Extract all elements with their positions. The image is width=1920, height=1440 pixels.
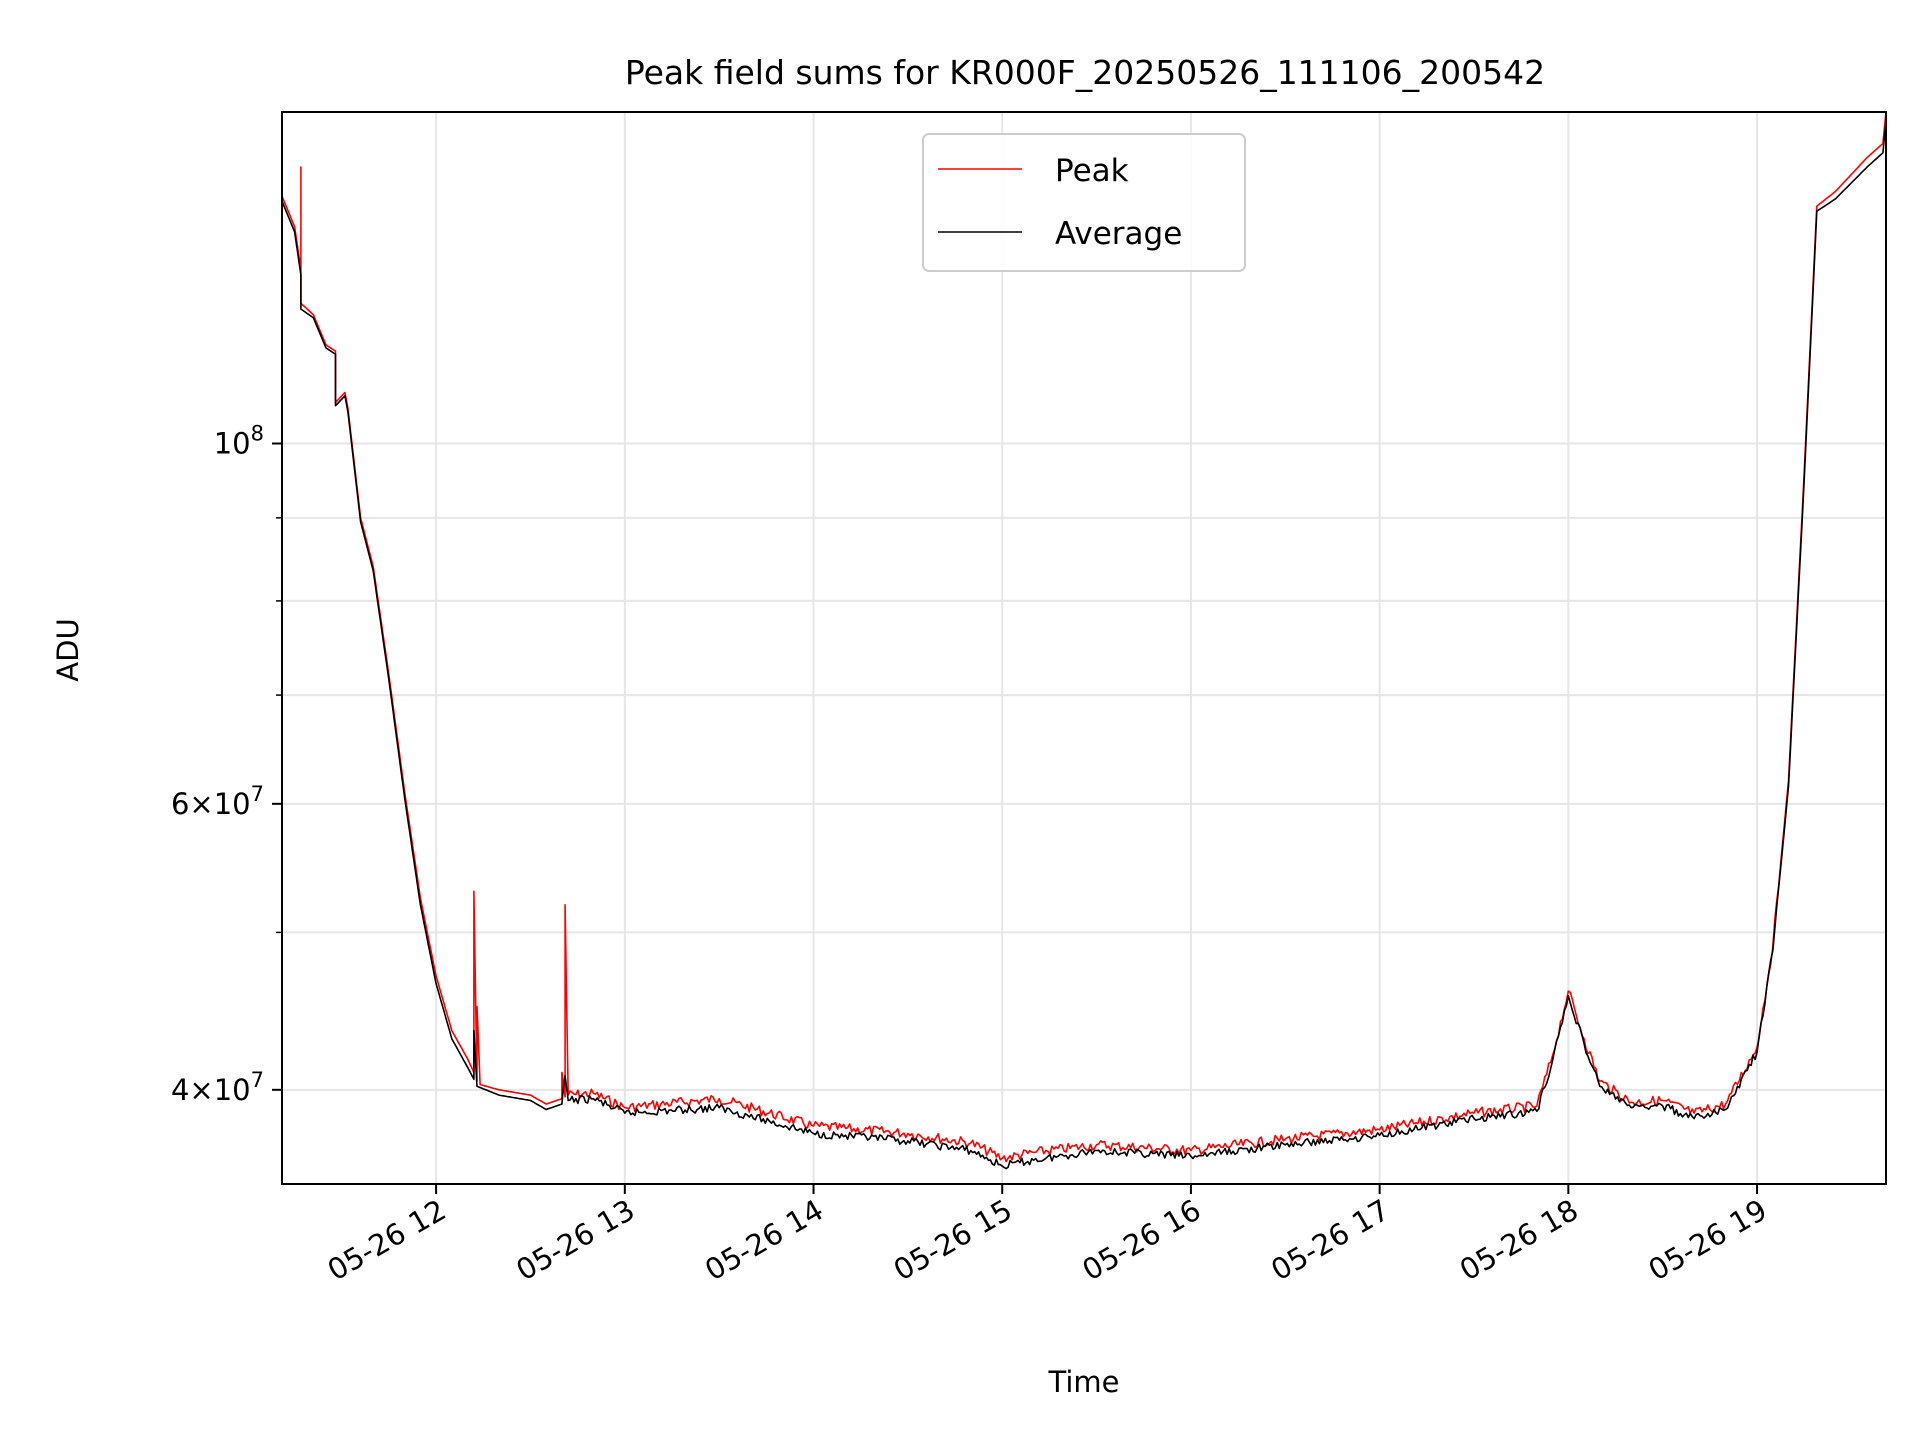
series-average-line xyxy=(282,120,1886,1170)
grid xyxy=(282,112,1886,1184)
y-tick-exponent: 7 xyxy=(251,1068,264,1092)
y-tick-exponent: 8 xyxy=(251,422,264,446)
y-tick-label: 4×107 xyxy=(171,1068,264,1107)
legend-label-peak: Peak xyxy=(1055,153,1129,189)
series-peak-line xyxy=(282,112,1886,1163)
x-axis-label: Time xyxy=(1048,1365,1120,1399)
legend-label-average: Average xyxy=(1055,216,1182,252)
y-tick-label: 108 xyxy=(214,422,264,461)
series-layer xyxy=(282,112,1886,1170)
legend: Peak Average xyxy=(922,133,1246,272)
y-axis-label: ADU xyxy=(51,618,85,681)
plot-area: 05-26 12 05-26 13 05-26 14 05-26 15 05-26 16… xyxy=(171,111,1887,1287)
y-tick-base: 10 xyxy=(214,427,251,461)
y-tick-base: 4×10 xyxy=(171,1073,251,1107)
y-tick-base: 6×10 xyxy=(171,787,251,821)
chart-title: Peak field sums for KR000F_20250526_1111… xyxy=(625,53,1545,92)
y-tick-exponent: 7 xyxy=(251,782,264,806)
axes-background xyxy=(282,112,1886,1184)
axes-frame xyxy=(281,111,1887,1185)
y-tick-label: 6×107 xyxy=(171,782,264,821)
